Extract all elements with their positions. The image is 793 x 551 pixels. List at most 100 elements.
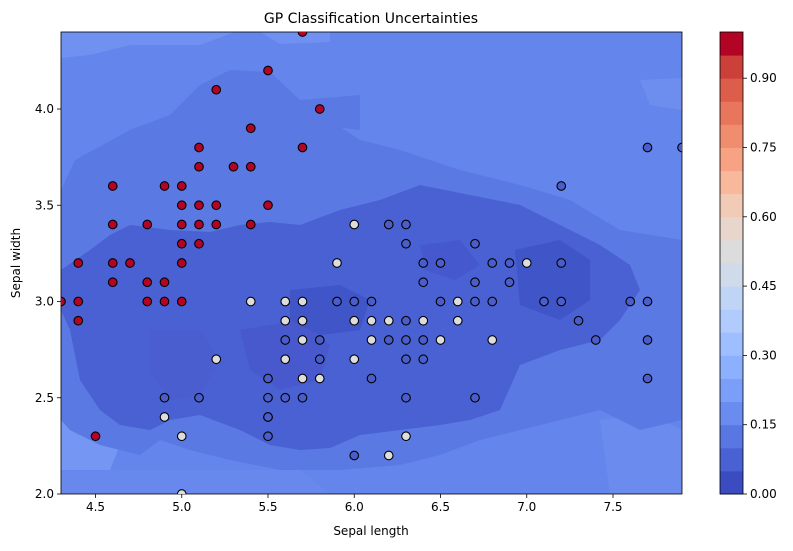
data-point — [383, 335, 394, 345]
data-point — [159, 296, 170, 307]
data-point — [245, 219, 256, 230]
colorbar-tick-label: 0.90 — [750, 71, 777, 85]
data-point — [159, 277, 170, 288]
y-tick-label: 2.5 — [35, 391, 54, 405]
data-point — [194, 142, 204, 153]
data-point — [401, 219, 411, 230]
data-point — [418, 315, 429, 326]
data-point — [418, 277, 429, 288]
data-point — [401, 354, 411, 365]
colorbar-level — [720, 470, 743, 495]
data-point — [366, 373, 377, 384]
data-point — [556, 296, 567, 307]
data-point — [176, 431, 187, 442]
data-point — [556, 258, 567, 268]
x-tick-label: 6.5 — [431, 500, 450, 514]
data-point — [642, 142, 653, 153]
colorbar-level — [720, 32, 743, 56]
data-point — [366, 335, 377, 345]
colorbar-level — [720, 263, 743, 287]
colorbar-level — [720, 170, 743, 195]
data-point — [418, 258, 429, 268]
data-point — [642, 373, 653, 384]
data-point — [263, 200, 273, 211]
colorbar-level — [720, 193, 743, 218]
data-point — [194, 238, 204, 249]
data-point — [349, 219, 360, 230]
data-point — [452, 315, 463, 326]
colorbar-level — [720, 286, 743, 310]
data-point — [366, 296, 377, 307]
data-point — [504, 277, 515, 288]
data-point — [263, 431, 273, 442]
data-point — [159, 412, 170, 422]
data-point — [625, 296, 636, 307]
data-point — [504, 258, 515, 268]
y-tick-label: 2.0 — [35, 487, 54, 501]
data-point — [211, 84, 222, 95]
data-point — [349, 450, 360, 461]
data-point — [642, 335, 653, 345]
data-point — [142, 296, 153, 307]
colorbar-level — [720, 332, 743, 356]
data-point — [349, 315, 360, 326]
data-point — [521, 258, 532, 268]
data-point — [280, 392, 291, 403]
data-point — [245, 123, 256, 134]
data-point — [452, 296, 463, 307]
data-point — [142, 277, 153, 288]
data-point — [61, 296, 66, 307]
data-point — [314, 104, 325, 114]
x-tick-label: 4.5 — [86, 500, 105, 514]
data-point — [349, 354, 360, 365]
x-axis-label: Sepal length — [333, 524, 408, 538]
data-point — [314, 354, 325, 365]
data-point — [194, 200, 204, 211]
scatter-points — [61, 32, 682, 494]
data-point — [159, 181, 170, 191]
data-point — [263, 412, 273, 422]
x-tick-label: 5.0 — [172, 500, 191, 514]
colorbar-level — [720, 78, 743, 102]
data-point — [366, 315, 377, 326]
data-point — [176, 489, 187, 494]
data-point — [245, 161, 256, 172]
colorbar-level — [720, 424, 743, 449]
data-point — [470, 238, 480, 249]
data-point — [280, 296, 291, 307]
data-point — [297, 296, 308, 307]
colorbar-level — [720, 124, 743, 148]
x-tick-label: 7.5 — [603, 500, 622, 514]
colorbar — [719, 31, 744, 495]
data-point — [418, 335, 429, 345]
colorbar-tick-label: 0.15 — [750, 418, 777, 432]
data-point — [314, 335, 325, 345]
data-point — [297, 32, 308, 37]
data-point — [176, 258, 187, 268]
data-point — [435, 258, 446, 268]
data-point — [297, 315, 308, 326]
data-point — [332, 296, 342, 307]
colorbar-level — [720, 309, 743, 333]
data-point — [176, 200, 187, 211]
colorbar-level — [720, 355, 743, 379]
data-point — [73, 296, 84, 307]
data-point — [539, 296, 549, 307]
data-point — [332, 258, 342, 268]
x-axis: 4.5 5.0 5.5 6.0 6.5 7.0 7.5 — [86, 494, 623, 514]
colorbar-level — [720, 401, 743, 426]
data-point — [73, 258, 84, 268]
data-point — [194, 219, 204, 230]
data-point — [349, 296, 360, 307]
data-point — [142, 219, 153, 230]
colorbar-frame — [719, 31, 744, 495]
data-point — [435, 296, 446, 307]
data-point — [590, 335, 601, 345]
x-tick-label: 7.0 — [517, 500, 536, 514]
data-point — [176, 219, 187, 230]
data-point — [107, 219, 118, 230]
data-point — [176, 238, 187, 249]
y-axis: 2.0 2.5 3.0 3.5 4.0 — [35, 102, 61, 501]
data-point — [176, 296, 187, 307]
